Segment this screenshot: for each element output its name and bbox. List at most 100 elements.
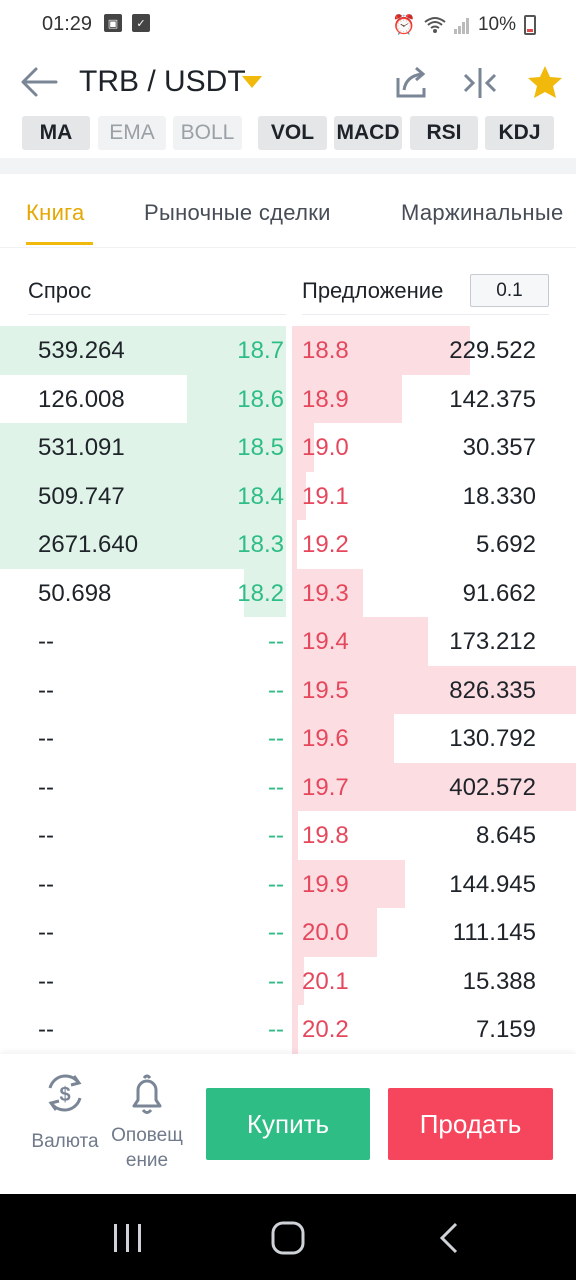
indicator-boll[interactable]: BOLL bbox=[173, 116, 242, 150]
bid-price: -- bbox=[268, 676, 284, 704]
back-nav-icon[interactable] bbox=[430, 1220, 470, 1256]
bid-quantity: 539.264 bbox=[38, 337, 125, 364]
order-book-row[interactable]: -- -- 19.4 173.212 bbox=[0, 617, 576, 666]
favorite-star-icon[interactable] bbox=[526, 64, 564, 102]
ask-price: 20.0 bbox=[302, 919, 349, 946]
bid-quantity: -- bbox=[38, 919, 54, 946]
ask-depth-bar bbox=[292, 956, 304, 1005]
svg-text:$: $ bbox=[59, 1084, 70, 1106]
recent-apps-icon[interactable] bbox=[108, 1220, 148, 1256]
ask-quantity: 5.692 bbox=[475, 531, 536, 558]
bid-price: -- bbox=[268, 773, 284, 801]
bid-price: -- bbox=[268, 1016, 284, 1043]
battery-icon bbox=[524, 15, 536, 35]
order-book-row[interactable]: 2671.640 18.3 19.2 5.692 bbox=[0, 520, 576, 569]
bid-depth-bar bbox=[0, 326, 286, 375]
bid-price: 18.7 bbox=[237, 337, 284, 364]
order-book-row[interactable]: -- -- 19.7 402.572 bbox=[0, 762, 576, 811]
system-nav-bar bbox=[0, 1194, 576, 1280]
currency-label: Валюта bbox=[31, 1131, 99, 1152]
currency-button[interactable]: $ Валюта bbox=[26, 1066, 104, 1154]
bid-price: 18.5 bbox=[237, 434, 284, 461]
ask-quantity: 30.357 bbox=[462, 434, 536, 461]
indicator-ema[interactable]: EMA bbox=[98, 116, 166, 150]
ask-price: 19.5 bbox=[302, 676, 349, 704]
order-book-header: Спрос Предложение 0.1 bbox=[0, 268, 576, 318]
ask-quantity: 402.572 bbox=[449, 773, 536, 801]
bid-quantity: 531.091 bbox=[38, 434, 125, 461]
home-icon[interactable] bbox=[268, 1220, 308, 1256]
share-icon[interactable] bbox=[392, 64, 430, 102]
order-book-row[interactable]: 50.698 18.2 19.3 91.662 bbox=[0, 568, 576, 617]
bid-column-label: Спрос bbox=[28, 278, 92, 303]
divider bbox=[0, 158, 576, 174]
header: TRB / USDT bbox=[0, 52, 576, 114]
ask-price: 19.1 bbox=[302, 482, 349, 510]
ask-quantity: 229.522 bbox=[449, 337, 536, 364]
order-book-row[interactable]: 539.264 18.7 18.8 229.522 bbox=[0, 326, 576, 375]
price-step-selector[interactable]: 0.1 bbox=[470, 274, 549, 307]
bid-quantity: -- bbox=[38, 676, 54, 704]
pair-dropdown-caret-icon[interactable] bbox=[242, 76, 262, 88]
ask-quantity: 15.388 bbox=[462, 967, 536, 995]
ask-depth-bar bbox=[292, 811, 298, 860]
order-book-row[interactable]: -- -- 20.2 7.159 bbox=[0, 1005, 576, 1054]
ask-price: 19.2 bbox=[302, 531, 349, 558]
ask-price: 19.3 bbox=[302, 579, 349, 607]
ask-depth-bar bbox=[292, 859, 405, 908]
ask-price: 19.6 bbox=[302, 725, 349, 752]
ask-quantity: 91.662 bbox=[462, 579, 536, 607]
ask-price: 19.7 bbox=[302, 773, 349, 801]
order-book-row[interactable]: -- -- 19.8 8.645 bbox=[0, 811, 576, 860]
bid-price: -- bbox=[268, 870, 284, 898]
alert-label: Оповещ ение bbox=[111, 1125, 183, 1171]
ask-depth-bar bbox=[292, 617, 428, 666]
ask-depth-bar bbox=[292, 908, 377, 957]
order-book-row[interactable]: 126.008 18.6 18.9 142.375 bbox=[0, 374, 576, 423]
indicator-vol[interactable]: VOL bbox=[258, 116, 327, 150]
tab-margin[interactable]: Маржинальные bbox=[401, 200, 564, 225]
bid-price: 18.3 bbox=[237, 531, 284, 558]
indicator-rsi[interactable]: RSI bbox=[410, 116, 478, 150]
indicator-macd[interactable]: MACD bbox=[334, 116, 402, 150]
tab-order-book[interactable]: Книга bbox=[26, 200, 85, 225]
ask-quantity: 111.145 bbox=[452, 919, 536, 946]
order-book-row[interactable]: -- -- 19.5 826.335 bbox=[0, 665, 576, 714]
bid-quantity: -- bbox=[38, 773, 54, 801]
status-bar: 01:29 ▣ ✓ ⏰ 10% bbox=[0, 0, 576, 50]
back-arrow-icon[interactable] bbox=[20, 64, 58, 100]
ask-depth-bar bbox=[292, 374, 402, 423]
order-book-row[interactable]: -- -- 20.0 111.145 bbox=[0, 908, 576, 957]
tab-market-trades[interactable]: Рыночные сделки bbox=[144, 200, 331, 225]
ask-quantity: 8.645 bbox=[475, 822, 536, 849]
ask-quantity: 144.945 bbox=[449, 870, 536, 898]
bid-quantity: -- bbox=[38, 725, 54, 752]
ask-price: 20.1 bbox=[302, 967, 349, 995]
order-book-row[interactable]: 531.091 18.5 19.0 30.357 bbox=[0, 423, 576, 472]
alert-button[interactable]: Оповещ ение bbox=[106, 1066, 188, 1173]
order-book-row[interactable]: -- -- 20.1 15.388 bbox=[0, 956, 576, 1005]
indicator-kdj[interactable]: KDJ bbox=[485, 116, 554, 150]
ask-price: 18.9 bbox=[302, 385, 349, 413]
order-book-row[interactable]: -- -- 19.9 144.945 bbox=[0, 859, 576, 908]
buy-button[interactable]: Купить bbox=[206, 1088, 370, 1160]
ask-quantity: 142.375 bbox=[449, 385, 536, 413]
pair-title[interactable]: TRB / USDT bbox=[79, 65, 246, 98]
indicator-bar: MA EMA BOLL VOL MACD RSI KDJ bbox=[0, 116, 576, 152]
bid-depth-bar bbox=[0, 423, 286, 472]
bottom-action-bar: $ Валюта Оповещ ение Купить Продать bbox=[0, 1054, 576, 1194]
bid-quantity: 126.008 bbox=[38, 385, 125, 413]
bid-quantity: -- bbox=[38, 628, 54, 655]
bid-price: -- bbox=[268, 628, 284, 655]
wifi-icon bbox=[424, 17, 446, 33]
bid-quantity: -- bbox=[38, 1016, 54, 1043]
ask-depth-bar bbox=[292, 762, 576, 811]
sell-button[interactable]: Продать bbox=[388, 1088, 553, 1160]
ask-price: 19.0 bbox=[302, 434, 349, 461]
order-book-rows: 539.264 18.7 18.8 229.522 126.008 18.6 18.9 14… bbox=[0, 326, 576, 1054]
split-icon[interactable] bbox=[461, 64, 499, 102]
indicator-ma[interactable]: MA bbox=[22, 116, 90, 150]
order-book-row[interactable]: 509.747 18.4 19.1 18.330 bbox=[0, 471, 576, 520]
order-book-row[interactable]: -- -- 19.6 130.792 bbox=[0, 714, 576, 763]
ask-price: 19.8 bbox=[302, 822, 349, 849]
